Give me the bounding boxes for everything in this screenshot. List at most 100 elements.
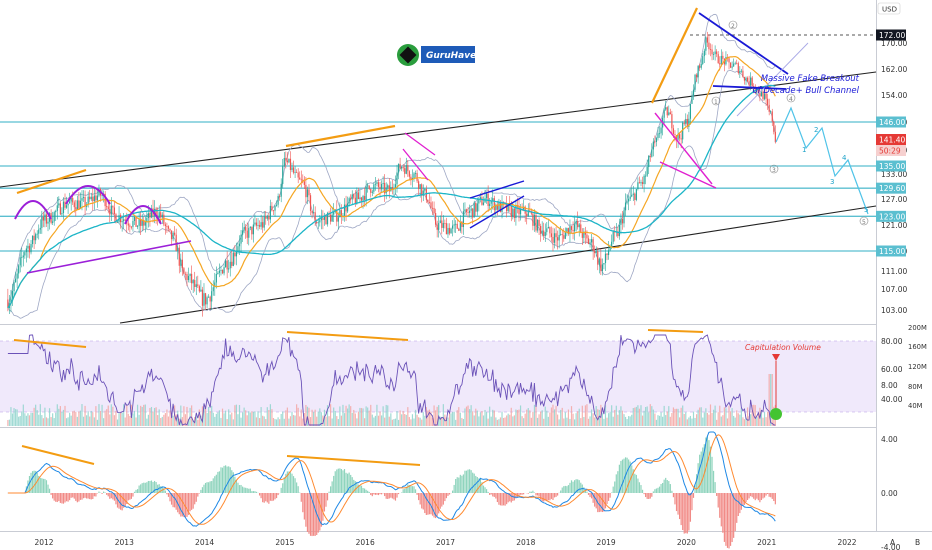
candle-body [55,211,57,213]
price-candle [557,230,559,250]
macd-hist-bar [133,491,136,493]
candle-body [277,195,279,205]
price-candle [453,217,455,233]
price-candle [578,222,580,237]
macd-hist-bar [237,482,239,493]
year-tick-label: 2012 [34,538,53,547]
volume-bar [221,408,224,426]
macd-tick-label: -4.00 [881,543,901,550]
candle-body [428,202,431,203]
price-candle [241,222,244,242]
macd-hist-bar [666,480,668,493]
candle-body [299,177,301,180]
countdown-label: 50:29 [879,147,901,156]
volume-bar [300,409,302,426]
macd-hist-bar [86,493,88,499]
price-candle [604,248,607,271]
candle-body [320,218,322,221]
macd-hist-bar [294,478,296,493]
candle-body [235,250,238,257]
macd-hist-bar [604,493,607,509]
price-candle [414,170,417,178]
macd-hist-bar [573,480,576,493]
price-candle [363,187,366,207]
macd-hist-bar [50,493,52,495]
currency-badge [877,2,901,15]
macd-hist-bar [305,493,307,527]
candle-body [441,220,443,228]
candle-body [629,196,631,199]
candle-body [212,287,214,292]
candle-body [385,187,387,194]
candle-body [241,230,244,235]
candle-body [433,208,435,214]
volume-bar [371,414,373,426]
price-candle [303,176,305,189]
macd-hist-bar [61,493,63,504]
macd-hist-bar [376,493,378,495]
volume-bar [157,415,159,426]
macd-hist-bar [141,483,143,493]
candle-body [648,155,650,168]
macd-hist-bar [504,493,506,506]
price-candle [637,177,639,191]
candle-body [570,226,573,230]
volume-bar [705,408,707,426]
candle-body [745,77,747,81]
candle-body [204,293,207,305]
volume-bar [719,405,721,426]
price-candle [649,154,651,162]
circled-wave-label: 5 [862,219,866,226]
candle-body [144,222,146,226]
candle-body [626,201,628,203]
rsi-divergence-line [286,331,409,341]
price-candle [459,215,461,233]
candle-body [16,273,18,279]
volume-bar [262,415,264,426]
level-tag [876,116,906,128]
volume-bar [445,417,448,426]
volume-bar [651,406,653,426]
purple-arc [65,185,111,205]
macd-hist-bar [308,493,310,534]
price-candle [169,228,171,232]
price-candle [228,259,230,273]
candle-body [115,214,117,223]
price-candle [212,280,214,296]
volume-bar [683,413,685,426]
volume-bar [317,411,319,426]
price-candle [765,86,767,106]
macd-hist-bar [93,493,95,497]
price-candle [737,61,739,75]
price-candle [297,168,299,184]
macd-hist-bar [246,488,248,493]
macd-hist-bar [231,470,233,493]
volume-bar [351,412,353,426]
candle-body [123,219,125,222]
volume-bar [345,405,347,426]
macd-hist-bar [391,493,393,499]
macd-hist-bar [583,487,585,493]
volume-bar [279,419,281,426]
price-candle [746,76,749,82]
candle-body [689,103,692,119]
macd-hist-bar [609,493,611,498]
price-candle [640,179,642,187]
volume-bar [609,411,611,426]
candle-body [78,200,80,209]
candle-body [217,272,219,275]
price-candle [166,222,168,233]
macd-hist-bar [31,471,34,493]
candle-body [561,234,563,236]
price-candle [195,276,197,296]
volume-bar [252,411,254,426]
volume-bar [621,410,624,426]
price-candle [221,269,224,275]
price-candle [669,108,671,115]
price-candle [774,125,776,144]
price-candle [475,202,477,216]
macd-hist-bar [612,486,614,493]
macd-hist-bar [587,493,590,495]
price-candle [751,76,753,88]
